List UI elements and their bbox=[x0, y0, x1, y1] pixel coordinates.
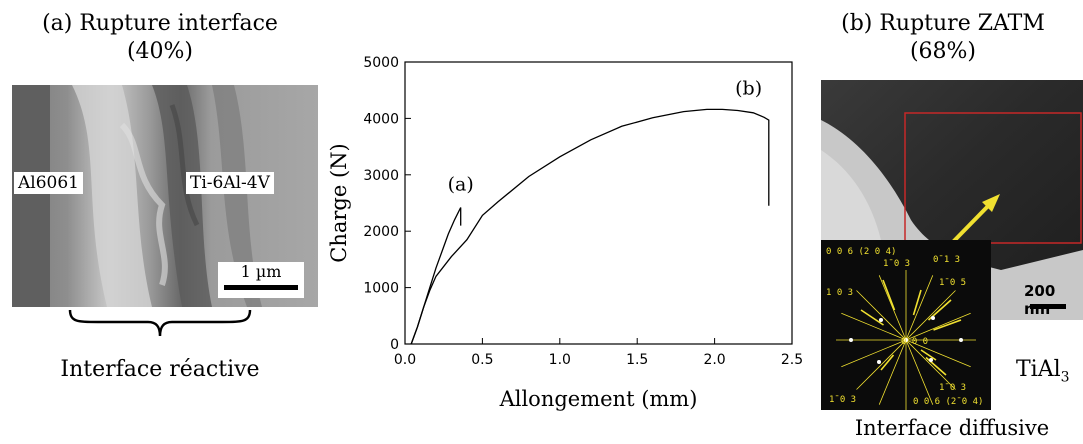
saed-spot bbox=[929, 358, 933, 362]
saed-arrow bbox=[882, 279, 896, 311]
saed-arrow bbox=[860, 309, 884, 326]
x-tick-label: 1.0 bbox=[549, 352, 571, 368]
y-tick-label: 4000 bbox=[363, 111, 399, 127]
roi-box bbox=[904, 112, 1082, 244]
saed-index-label: 0 0 6 (2̄ 0 4) bbox=[913, 397, 983, 407]
panel-b-title-line2: (68%) bbox=[909, 39, 977, 64]
saed-spot bbox=[849, 338, 853, 342]
interface-diffusive-caption: Interface diffusive bbox=[854, 416, 1050, 440]
saed-index-label: 1 0 3 bbox=[826, 288, 853, 298]
saed-index-label: 0̄ 1 3 bbox=[933, 255, 960, 265]
saed-arrow bbox=[912, 289, 922, 316]
panel-a-title-line2: (40%) bbox=[126, 39, 194, 64]
x-tick-label: 2.0 bbox=[703, 352, 725, 368]
panel-a-scale-bar: 1 µm bbox=[218, 262, 304, 298]
saed-arrow bbox=[880, 354, 895, 371]
x-tick-label: 0.0 bbox=[394, 352, 416, 368]
tial3-subscript: 3 bbox=[1060, 369, 1070, 386]
y-tick-label: 5000 bbox=[363, 55, 399, 71]
series-line-1 bbox=[410, 108, 770, 345]
x-tick-label: 0.5 bbox=[471, 352, 493, 368]
load-displacement-chart: 0.0 0.5 1.0 1.5 2.0 2.5 0 1000 2000 3000 4000 5000 A… bbox=[327, 55, 803, 411]
panel-a-scale-label: 1 µm bbox=[240, 262, 282, 281]
tial3-text: TiAl bbox=[1016, 357, 1061, 382]
tial3-label: TiAl3 bbox=[1016, 357, 1070, 385]
panel-a-scale-line bbox=[224, 285, 298, 290]
saed-index-label: 0 0 6 (2 0 4) bbox=[826, 247, 896, 257]
saed-spot bbox=[959, 338, 963, 342]
panel-a-title-line1: (a) Rupture interface bbox=[42, 11, 278, 36]
saed-index-label: 1̄ 0 3 bbox=[829, 395, 856, 405]
panel-b-scale-line bbox=[1030, 304, 1066, 309]
saed-index-label: 1̄ 0 3 bbox=[883, 259, 910, 269]
saed-arrow bbox=[925, 356, 947, 376]
panel-b-title: (b) Rupture ZATM (68%) bbox=[808, 10, 1078, 66]
x-axis-title: Allongement (mm) bbox=[499, 387, 698, 411]
plot-frame bbox=[404, 61, 793, 345]
panel-b-scale-label: 200 nm bbox=[1024, 282, 1056, 318]
brace-icon bbox=[68, 309, 252, 337]
label-al6061: Al6061 bbox=[14, 172, 83, 194]
y-tick-label: 2000 bbox=[363, 224, 399, 240]
y-tick-label: 3000 bbox=[363, 168, 399, 184]
saed-index-label: 0 0 0 bbox=[901, 337, 928, 347]
panel-a-micrograph bbox=[12, 85, 318, 307]
saed-spot bbox=[931, 316, 935, 320]
saed-index-label: 1̄ 0 3 bbox=[939, 383, 966, 393]
y-tick-label: 0 bbox=[390, 337, 399, 353]
y-axis-title: Charge (N) bbox=[327, 143, 351, 262]
panel-a-title: (a) Rupture interface (40%) bbox=[0, 10, 320, 66]
label-ti6al4v: Ti-6Al-4V bbox=[186, 172, 274, 194]
saed-spot bbox=[904, 338, 908, 342]
panel-b-title-line1: (b) Rupture ZATM bbox=[841, 11, 1045, 36]
interface-reactive-caption: Interface réactive bbox=[60, 357, 260, 382]
yellow-arrow-icon bbox=[948, 194, 1000, 247]
saed-pattern: 0 0 6 (2 0 4) 1̄ 0 3 0̄ 1 3 1 0 3 1̄ 0 5 0 0 … bbox=[826, 247, 983, 410]
saed-spot bbox=[877, 360, 881, 364]
diffraction-pattern-image: 0 0 6 (2 0 4) 1̄ 0 3 0̄ 1 3 1 0 3 1̄ 0 5 0 0 … bbox=[821, 240, 991, 410]
panel-a-sem-image bbox=[12, 85, 318, 307]
saed-arrow bbox=[920, 349, 937, 361]
curve-annotation-label: (b) bbox=[735, 78, 762, 100]
x-tick-label: 2.5 bbox=[781, 352, 803, 368]
curve-annotation-label: (a) bbox=[448, 174, 474, 196]
y-tick-label: 1000 bbox=[363, 281, 399, 297]
saed-index-label: 1̄ 0 5 bbox=[939, 278, 966, 288]
saed-arrow bbox=[933, 319, 962, 331]
saed-spot bbox=[879, 318, 883, 322]
x-tick-label: 1.5 bbox=[626, 352, 648, 368]
